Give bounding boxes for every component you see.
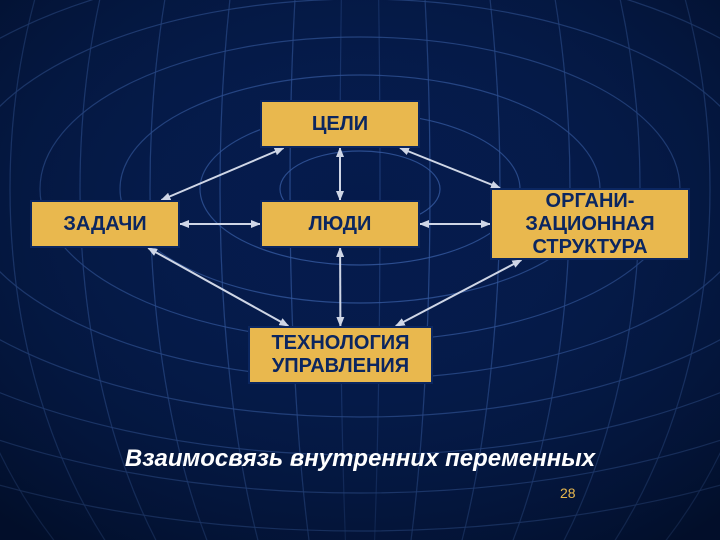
node-org-label: ОРГАНИ- ЗАЦИОННАЯ СТРУКТУРА <box>525 190 654 259</box>
node-tech: ТЕХНОЛОГИЯ УПРАВЛЕНИЯ <box>248 326 433 384</box>
node-tech-label: ТЕХНОЛОГИЯ УПРАВЛЕНИЯ <box>271 332 409 378</box>
node-people: ЛЮДИ <box>260 200 420 248</box>
slide: ЦЕЛИ ЗАДАЧИ ЛЮДИ ОРГАНИ- ЗАЦИОННАЯ СТРУК… <box>0 0 720 540</box>
node-people-label: ЛЮДИ <box>309 213 372 236</box>
page-number: 28 <box>560 485 576 501</box>
node-tasks-label: ЗАДАЧИ <box>63 213 146 236</box>
slide-caption: Взаимосвязь внутренних переменных <box>80 445 640 473</box>
node-org: ОРГАНИ- ЗАЦИОННАЯ СТРУКТУРА <box>490 188 690 260</box>
node-tasks: ЗАДАЧИ <box>30 200 180 248</box>
node-goals-label: ЦЕЛИ <box>312 113 368 136</box>
node-goals: ЦЕЛИ <box>260 100 420 148</box>
